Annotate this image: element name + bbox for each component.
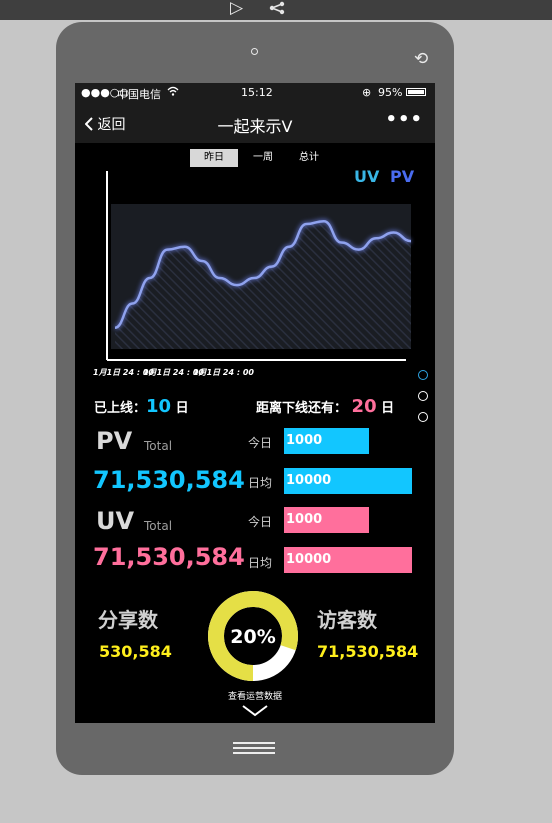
page-dot[interactable] — [418, 391, 428, 401]
visitor-value: 71,530,584 — [317, 642, 419, 661]
remain-unit: 日 — [381, 401, 395, 416]
x-tick-label: 1月1日 24 : 00 — [143, 368, 204, 377]
donut-percent-label: 20% — [230, 626, 275, 648]
visitor-label: 访客数 — [317, 608, 377, 632]
donut-fill — [208, 591, 298, 681]
remain-prefix: 距离下线还有： — [256, 401, 348, 416]
remain-days-value: 20 — [351, 396, 377, 417]
back-label: 返回 — [97, 117, 126, 133]
rotate-icon[interactable]: ⟲ — [414, 49, 429, 69]
page-title: 一起来示V — [217, 117, 293, 136]
back-button[interactable]: 返回 — [84, 114, 126, 134]
phone-screen: ●●●○○ 中国电信 15:12 ⊕ 95% 返回 一起来示V ••• 昨日 一… — [75, 83, 435, 723]
pv-daily-bar: 10000 — [284, 468, 412, 494]
time-label: 15:12 — [241, 86, 273, 99]
signal-indicator: ●●●○○ — [81, 86, 129, 99]
traffic-chart — [106, 171, 412, 361]
pv-total-value: 71,530,584 — [93, 466, 245, 494]
nav-bar: 返回 一起来示V ••• — [75, 103, 435, 143]
uv-total-label: Total — [144, 519, 173, 533]
home-menu-icon[interactable] — [233, 742, 275, 757]
tab-yesterday[interactable]: 昨日 — [190, 149, 238, 167]
battery-percent: 95% — [378, 86, 403, 99]
tab-total[interactable]: 总计 — [299, 152, 319, 163]
top-toolbar: ▷ — [0, 0, 552, 20]
share-ratio-donut: 20% — [208, 591, 298, 681]
page-indicator — [418, 370, 428, 433]
legend-pv: PV — [390, 167, 415, 186]
pv-daily-label: 日均 — [248, 476, 273, 490]
more-button[interactable]: ••• — [385, 109, 423, 130]
online-unit: 日 — [175, 401, 189, 416]
share-value: 530,584 — [99, 642, 172, 661]
wifi-icon — [167, 86, 179, 99]
uv-label: UV — [96, 507, 135, 535]
pv-today-bar: 1000 — [284, 428, 369, 454]
uv-daily-label: 日均 — [248, 556, 273, 570]
orientation-lock-icon: ⊕ — [362, 86, 372, 99]
chart-area-fill — [115, 221, 411, 349]
chevron-down-icon[interactable] — [242, 705, 268, 717]
pv-total-label: Total — [144, 439, 173, 453]
play-icon[interactable]: ▷ — [230, 0, 244, 18]
battery-icon — [406, 88, 426, 96]
chevron-left-icon — [84, 117, 93, 131]
chart-line — [114, 219, 412, 329]
uv-total-value: 71,530,584 — [93, 543, 245, 571]
online-prefix: 已上线： — [94, 401, 147, 416]
page-dot[interactable] — [418, 412, 428, 422]
uv-today-bar: 1000 — [284, 507, 369, 533]
carrier-label: 中国电信 — [117, 88, 161, 101]
legend-uv: UV — [354, 167, 380, 186]
remaining-days: 距离下线还有： 20 日 — [256, 396, 394, 417]
share-icon[interactable] — [268, 0, 286, 20]
uv-daily-bar: 10000 — [284, 547, 412, 573]
x-tick-label: 1月1日 24 : 00 — [193, 368, 254, 377]
camera-icon — [251, 48, 258, 55]
view-operations-link[interactable]: 查看运营数据 — [227, 692, 282, 702]
pv-label: PV — [96, 427, 133, 455]
status-bar: ●●●○○ 中国电信 15:12 ⊕ 95% — [75, 83, 435, 103]
uv-today-label: 今日 — [248, 515, 273, 529]
pv-today-label: 今日 — [248, 436, 273, 450]
online-days: 已上线：10 日 — [94, 396, 189, 417]
share-label: 分享数 — [98, 608, 158, 632]
x-tick-label: 1月1日 24 : 00 — [93, 368, 154, 377]
online-days-value: 10 — [146, 396, 172, 417]
page-dot[interactable] — [418, 370, 428, 380]
tab-week[interactable]: 一周 — [253, 152, 273, 163]
